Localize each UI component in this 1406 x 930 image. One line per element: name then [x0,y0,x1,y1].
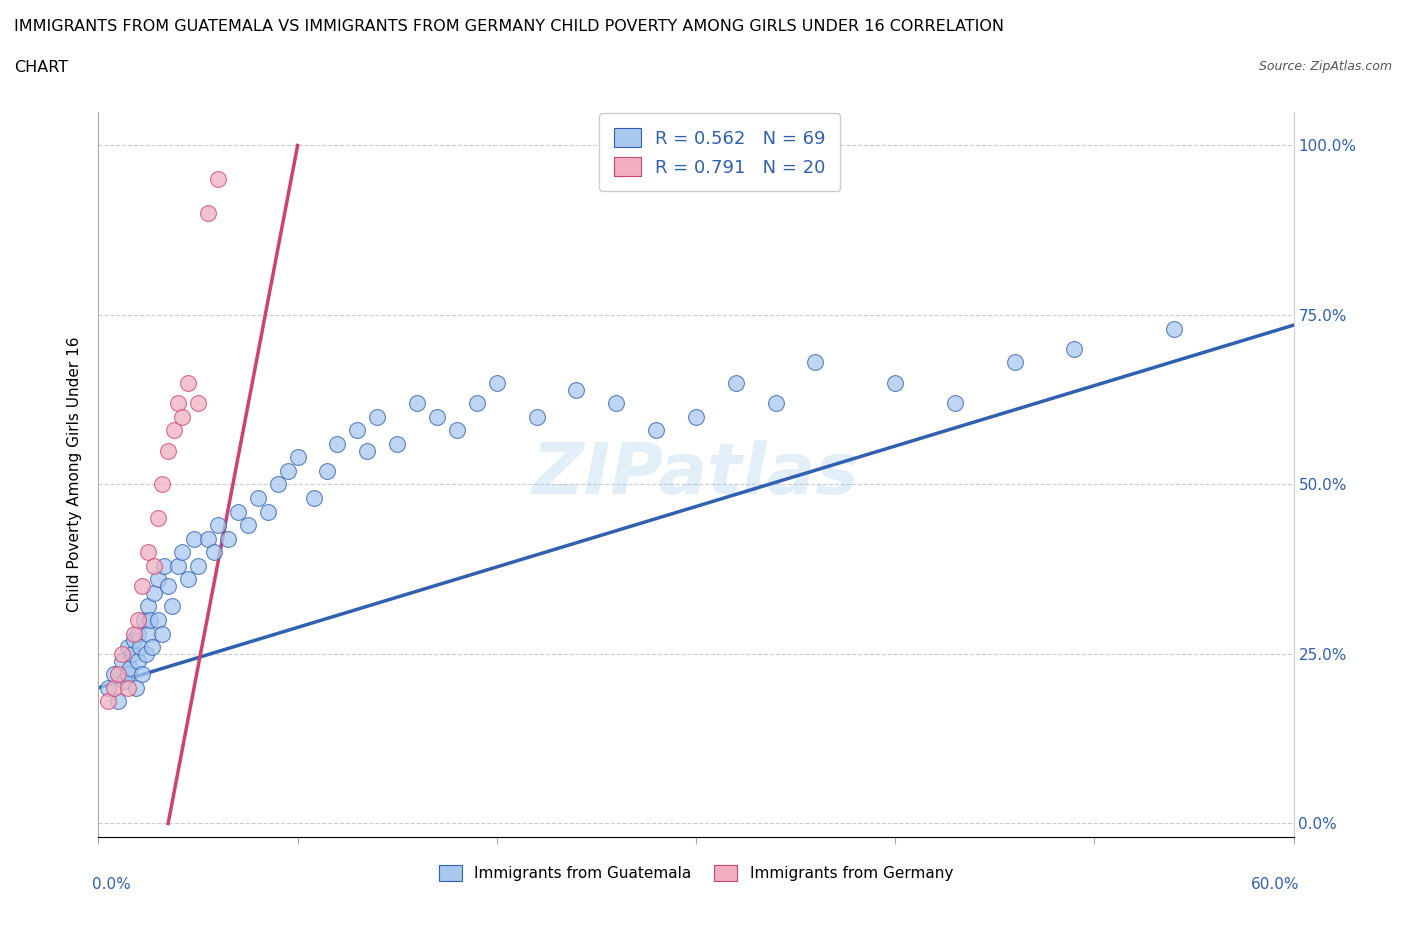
Point [153,558,176,573]
Point [125,681,148,696]
Point [143,558,166,573]
Point [167,395,190,410]
Point [685,409,707,424]
Point [246,491,269,506]
Point [366,409,388,424]
Point [141,640,163,655]
Text: ZIPatlas: ZIPatlas [533,440,859,509]
Text: 60.0%: 60.0% [1251,877,1299,892]
Point [1004,355,1026,370]
Point [526,409,548,424]
Point [136,626,159,641]
Text: 0.0%: 0.0% [93,877,131,892]
Point [943,395,966,410]
Point [217,531,239,546]
Point [120,660,142,675]
Point [485,376,508,391]
Point [127,653,149,668]
Point [356,443,378,458]
Point [177,376,200,391]
Point [111,646,134,661]
Point [117,681,139,696]
Y-axis label: Child Poverty Among Girls Under 16: Child Poverty Among Girls Under 16 [67,337,83,612]
Point [124,633,146,648]
Point [127,626,149,641]
Point [131,667,153,682]
Point [187,395,209,410]
Point [111,653,134,668]
Point [884,376,907,391]
Point [226,504,249,519]
Point [150,477,173,492]
Text: CHART: CHART [14,60,67,75]
Point [148,572,170,587]
Point [129,640,152,655]
Point [135,646,157,661]
Point [160,599,183,614]
Point [136,545,159,560]
Point [465,395,488,410]
Point [143,586,166,601]
Point [385,436,409,451]
Point [406,395,429,410]
Point [277,463,299,478]
Point [103,681,125,696]
Point [172,545,194,560]
Point [117,667,139,682]
Point [167,558,190,573]
Point [446,423,468,438]
Point [426,409,449,424]
Point [172,409,194,424]
Text: IMMIGRANTS FROM GUATEMALA VS IMMIGRANTS FROM GERMANY CHILD POVERTY AMONG GIRLS U: IMMIGRANTS FROM GUATEMALA VS IMMIGRANTS … [14,19,1004,33]
Text: Source: ZipAtlas.com: Source: ZipAtlas.com [1258,60,1392,73]
Point [1063,341,1085,356]
Point [765,395,787,410]
Point [127,613,149,628]
Legend: Immigrants from Guatemala, Immigrants from Germany: Immigrants from Guatemala, Immigrants fr… [433,858,959,887]
Point [267,477,290,492]
Point [207,172,229,187]
Point [124,626,146,641]
Point [139,613,162,628]
Point [157,578,180,593]
Point [804,355,827,370]
Point [136,599,159,614]
Point [645,423,668,438]
Point [207,518,229,533]
Point [302,491,325,506]
Point [724,376,747,391]
Point [326,436,349,451]
Point [103,667,125,682]
Point [346,423,368,438]
Point [131,578,153,593]
Point [1163,321,1185,336]
Point [202,545,225,560]
Point [316,463,339,478]
Point [97,694,120,709]
Point [148,511,170,525]
Point [97,681,120,696]
Point [150,626,173,641]
Point [183,531,205,546]
Point [197,531,219,546]
Point [157,443,180,458]
Point [163,423,186,438]
Point [197,206,219,220]
Point [107,667,129,682]
Point [187,558,209,573]
Point [117,640,139,655]
Point [112,673,135,688]
Point [605,395,627,410]
Point [121,646,143,661]
Point [177,572,200,587]
Point [148,613,170,628]
Point [134,613,156,628]
Point [565,382,588,397]
Point [287,450,309,465]
Point [256,504,278,519]
Point [107,694,129,709]
Point [236,518,259,533]
